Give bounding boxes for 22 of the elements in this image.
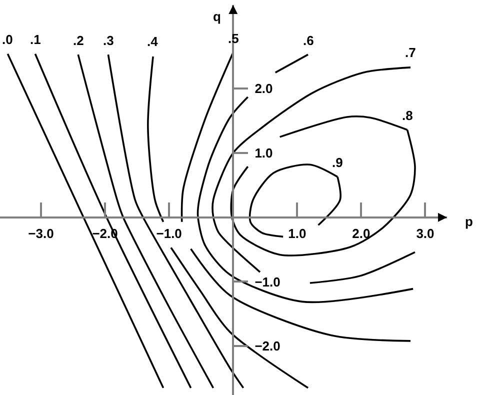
series-label: .0 [2,32,13,47]
x-tick-label: −1.0 [156,226,182,241]
y-tick-label: −1.0 [254,274,280,290]
series-label: .6 [303,33,314,48]
x-axis-title: p [465,214,473,229]
series-label: .7 [405,45,416,60]
series-label: .3 [103,33,114,48]
y-tick-label: 1.0 [254,146,273,161]
y-tick-label: 2.0 [254,81,273,96]
line-series [77,54,214,389]
series-label: .8 [402,108,413,123]
y-tick-label: −2.0 [254,338,280,354]
series-label: .9 [332,155,343,170]
series-label: .2 [73,33,84,48]
x-tick-label: −3.0 [28,226,54,241]
x-tick-label: 1.0 [288,226,306,241]
series-label: .4 [147,34,159,49]
x-tick-label: 2.0 [352,226,370,241]
series-label: .1 [30,32,41,47]
series-label: .5 [228,31,239,46]
x-tick-label: 3.0 [416,226,434,241]
y-axis-title: q [213,9,221,24]
